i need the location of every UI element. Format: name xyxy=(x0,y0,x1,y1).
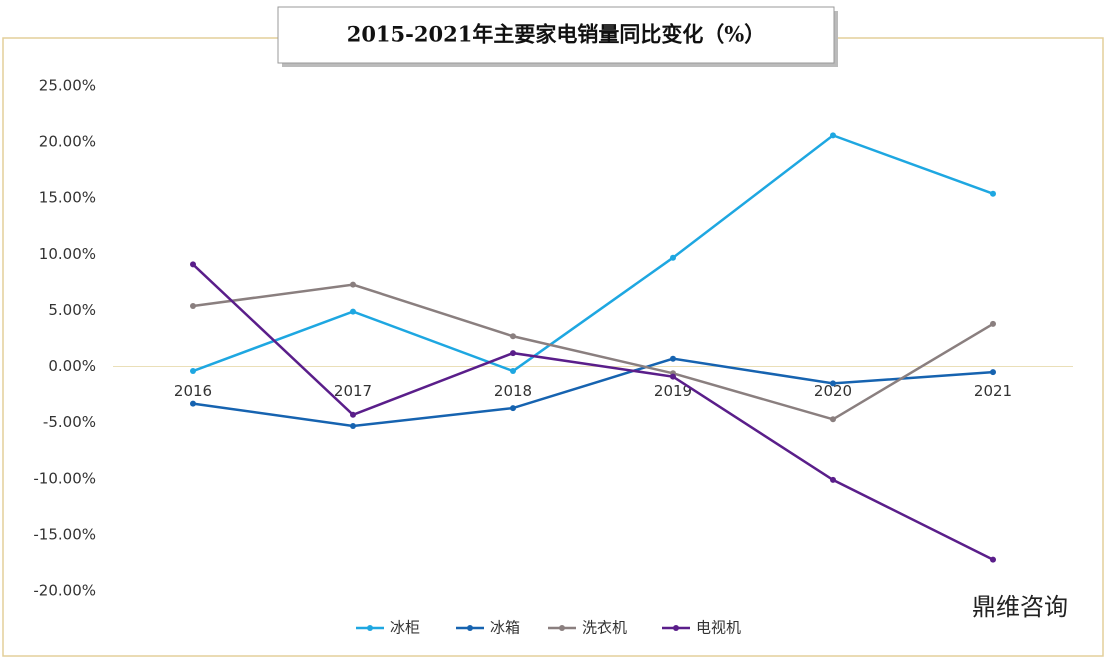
data-point xyxy=(510,368,516,375)
chart-title: 2015-2021年主要家电销量同比变化（%） xyxy=(347,22,766,47)
data-point xyxy=(190,302,196,309)
data-point xyxy=(830,380,836,387)
y-tick-label: -5.00% xyxy=(43,413,96,431)
legend-label: 冰箱 xyxy=(490,619,520,637)
data-point xyxy=(830,476,836,483)
legend-label: 洗衣机 xyxy=(582,619,627,637)
data-point xyxy=(190,261,196,268)
data-point xyxy=(510,333,516,340)
legend-marker xyxy=(367,625,373,631)
x-tick-label: 2021 xyxy=(974,382,1012,400)
y-tick-label: -10.00% xyxy=(33,469,96,487)
watermark: 鼎维咨询 xyxy=(972,593,1068,621)
title-box xyxy=(277,6,835,64)
series-line xyxy=(192,263,994,561)
data-point xyxy=(990,320,996,327)
data-point xyxy=(190,400,196,407)
y-tick-label: 0.00% xyxy=(48,357,96,375)
data-point xyxy=(990,556,996,563)
data-point xyxy=(510,405,516,412)
data-point xyxy=(190,368,196,375)
y-tick-label: 20.00% xyxy=(39,133,96,151)
data-point xyxy=(350,281,356,288)
x-tick-label: 2017 xyxy=(334,382,372,400)
legend-marker xyxy=(673,625,679,631)
y-tick-label: -20.00% xyxy=(33,582,96,600)
series-line xyxy=(192,283,994,421)
data-point xyxy=(670,355,676,362)
x-tick-label: 2018 xyxy=(494,382,532,400)
data-point xyxy=(990,190,996,197)
y-tick-label: 15.00% xyxy=(39,189,96,207)
x-tick-label: 2020 xyxy=(814,382,852,400)
y-tick-label: 5.00% xyxy=(48,301,96,319)
series-line xyxy=(192,357,994,428)
series-line xyxy=(192,133,994,373)
y-tick-label: -15.00% xyxy=(33,525,96,543)
legend-label: 电视机 xyxy=(696,619,741,637)
y-tick-label: 25.00% xyxy=(39,77,96,95)
legend-marker xyxy=(467,625,473,631)
data-point xyxy=(830,132,836,139)
x-tick-label: 2019 xyxy=(654,382,692,400)
data-point xyxy=(670,254,676,261)
y-tick-label: 10.00% xyxy=(39,245,96,263)
data-point xyxy=(990,369,996,376)
data-point xyxy=(350,411,356,418)
data-point xyxy=(350,423,356,430)
data-point xyxy=(830,416,836,423)
frame xyxy=(2,37,1104,657)
data-point xyxy=(350,308,356,315)
data-point xyxy=(670,373,676,380)
legend-marker xyxy=(559,625,565,631)
data-point xyxy=(510,350,516,357)
x-tick-label: 2016 xyxy=(174,382,212,400)
legend-label: 冰柜 xyxy=(390,619,420,637)
